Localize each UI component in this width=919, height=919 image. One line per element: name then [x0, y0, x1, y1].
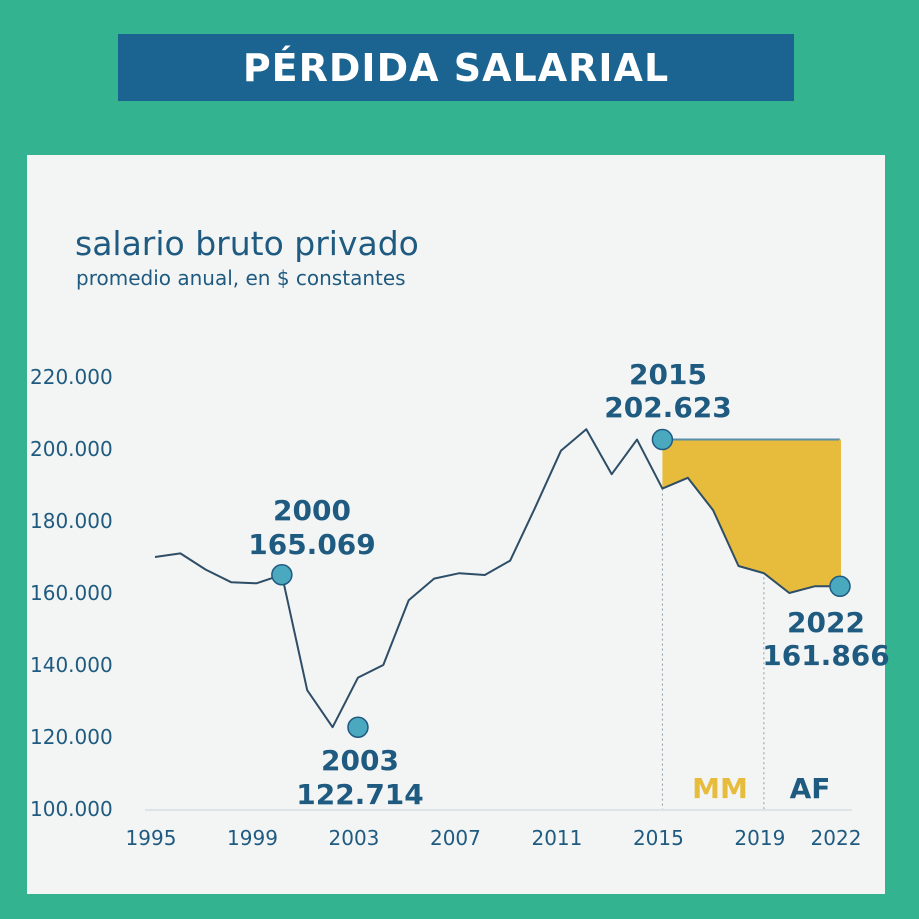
annotation-year: 2022: [787, 606, 865, 639]
series-line: [154, 428, 840, 729]
annotation-year: 2015: [629, 358, 707, 391]
y-tick-label: 180.000: [30, 509, 113, 533]
x-tick-label: 2011: [531, 826, 582, 850]
y-tick-label: 160.000: [30, 581, 113, 605]
y-tick-label: 200.000: [30, 437, 113, 461]
x-tick-label: 1999: [227, 826, 278, 850]
highlight-point: [651, 428, 674, 451]
chart-title: salario bruto privado: [75, 224, 419, 263]
annotation-value: 161.866: [762, 639, 890, 672]
y-tick-label: 100.000: [30, 797, 113, 821]
highlight-point: [829, 575, 851, 598]
y-tick-label: 140.000: [30, 653, 113, 677]
annotation-value: 122.714: [296, 778, 424, 811]
period-label: AF: [790, 772, 831, 805]
x-tick-label: 2003: [329, 826, 380, 850]
x-tick-label: 1995: [126, 826, 177, 850]
highlight-point: [347, 716, 369, 738]
period-label: MM: [692, 772, 748, 805]
annotation-year: 2003: [321, 744, 399, 777]
y-tick-label: 220.000: [30, 365, 113, 389]
gap-area: [662, 439, 840, 593]
page-title: PÉRDIDA SALARIAL: [242, 45, 670, 90]
y-tick-label: 120.000: [30, 725, 113, 749]
annotation-value: 165.069: [248, 528, 376, 561]
annotation-value: 202.623: [604, 391, 732, 424]
annotation-year: 2000: [273, 494, 351, 527]
highlight-point: [271, 564, 293, 586]
x-tick-label: 2019: [734, 826, 785, 850]
title-banner: PÉRDIDA SALARIAL: [118, 34, 794, 101]
x-tick-label: 2015: [633, 826, 684, 850]
x-tick-label: 2022: [811, 826, 862, 850]
x-tick-label: 2007: [430, 826, 481, 850]
chart-subtitle: promedio anual, en $ constantes: [76, 266, 406, 290]
